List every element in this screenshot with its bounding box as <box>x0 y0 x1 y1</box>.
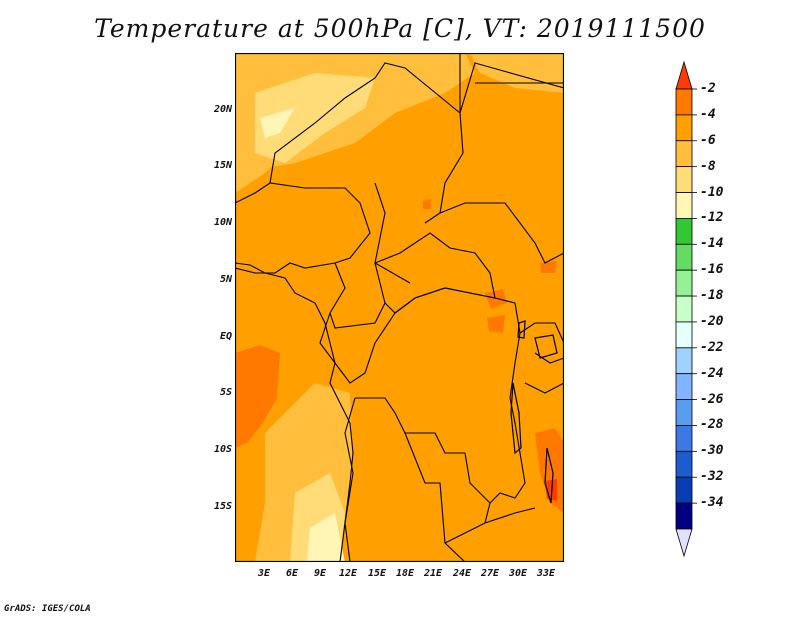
lake-tanganyika <box>510 382 522 455</box>
lon-label: 18E <box>395 568 415 579</box>
border-coast-west-africa <box>235 262 336 364</box>
lon-label: 30E <box>508 568 528 579</box>
colorbar-box <box>675 373 693 400</box>
colorbar-label: -12 <box>700 210 724 226</box>
colorbar-label: -8 <box>700 158 716 174</box>
colorbar-box <box>675 321 693 349</box>
lat-label: 15N <box>213 160 232 171</box>
field-warm-patch-3 <box>540 261 557 273</box>
colorbar-top-triangle <box>675 60 693 90</box>
colorbar-label: -6 <box>700 132 716 148</box>
colorbar-box <box>675 192 693 219</box>
border-niger-chad <box>269 62 464 224</box>
border-coast-gabon-angola <box>329 362 354 562</box>
colorbar-box <box>675 502 693 530</box>
lat-label: 5S <box>219 387 232 398</box>
colorbar-label: -2 <box>700 81 716 96</box>
lon-label: 6E <box>285 568 299 579</box>
map-panel <box>235 53 564 562</box>
lat-label: 20N <box>213 104 232 115</box>
colorbar-label: -20 <box>700 313 724 329</box>
lon-label: 9E <box>313 568 327 579</box>
colorbar-box <box>675 399 693 426</box>
colorbar-box <box>675 140 693 168</box>
colorbar-label: -34 <box>700 495 724 511</box>
lat-label: 15S <box>213 501 232 512</box>
colorbar-box <box>675 476 693 504</box>
border-angola <box>344 397 356 562</box>
border-zambia <box>444 507 536 544</box>
lon-label: 12E <box>338 568 358 579</box>
colorbar-label: -26 <box>700 391 724 407</box>
lake-victoria <box>534 334 558 359</box>
lake-albert <box>517 320 526 339</box>
lon-label: 24E <box>452 568 472 579</box>
field-warm-gulf <box>235 345 280 448</box>
lat-label: EQ <box>219 331 232 342</box>
lon-label: 33E <box>536 568 556 579</box>
colorbar-box <box>675 114 693 142</box>
colorbar-label: -16 <box>700 262 724 278</box>
colorbar-box <box>675 243 693 271</box>
map-frame <box>235 53 564 562</box>
border-drc-north <box>394 287 516 314</box>
field-coldest-sahara <box>260 108 295 138</box>
field-warm-patch-4 <box>423 199 431 209</box>
border-chad-sudan <box>459 62 564 114</box>
colorbar-label: -4 <box>700 106 716 122</box>
colorbar-box <box>675 166 693 193</box>
lat-label: 10S <box>213 444 232 455</box>
colorbar-box <box>675 88 693 116</box>
field-warm-patch-2 <box>487 315 505 333</box>
colorbar-label: -28 <box>700 417 724 433</box>
colorbar-box <box>675 425 693 452</box>
border-angola-zambia <box>404 432 466 562</box>
border-drc-east <box>489 302 526 504</box>
border-tanzania <box>524 382 564 394</box>
temperature-map <box>235 53 564 562</box>
border-drc-south <box>355 397 491 524</box>
lon-label: 27E <box>480 568 500 579</box>
colorbar-label: -22 <box>700 339 724 355</box>
colorbar-bottom-triangle <box>675 528 693 558</box>
colorbar-box <box>675 450 693 478</box>
colorbar-box <box>675 269 693 297</box>
colorbar-label: -30 <box>700 443 724 459</box>
map-title: Temperature at 500hPa [C], VT: 201911150… <box>94 14 706 43</box>
border-nigeria <box>235 182 371 274</box>
lake-malawi <box>544 447 554 504</box>
field-coldest-angola <box>307 513 345 562</box>
field-warm-patch-5 <box>545 479 557 501</box>
colorbar-label: -18 <box>700 288 724 304</box>
lat-label: 10N <box>213 217 232 228</box>
lon-label: 3E <box>257 568 271 579</box>
colorbar-label: -10 <box>700 184 724 200</box>
field-cooler-sahara <box>255 73 375 163</box>
border-east-lakes <box>519 322 564 344</box>
lat-label: 5N <box>219 274 232 285</box>
lon-label: 21E <box>423 568 443 579</box>
colorbar-box <box>675 295 693 323</box>
credit-text: GrADS: IGES/COLA <box>4 604 91 614</box>
country-borders <box>235 53 564 562</box>
lon-label: 15E <box>367 568 387 579</box>
border-chad-car <box>374 182 411 284</box>
lakes <box>510 320 558 504</box>
colorbar-label: -24 <box>700 365 724 381</box>
colorbar-label: -32 <box>700 469 724 485</box>
border-congo <box>319 312 396 384</box>
colorbar-box <box>675 347 693 375</box>
colorbar-box <box>675 218 693 245</box>
border-sudan-south <box>439 202 564 264</box>
colorbar-label: -14 <box>700 236 724 252</box>
field-warm-patch-1 <box>485 289 507 309</box>
